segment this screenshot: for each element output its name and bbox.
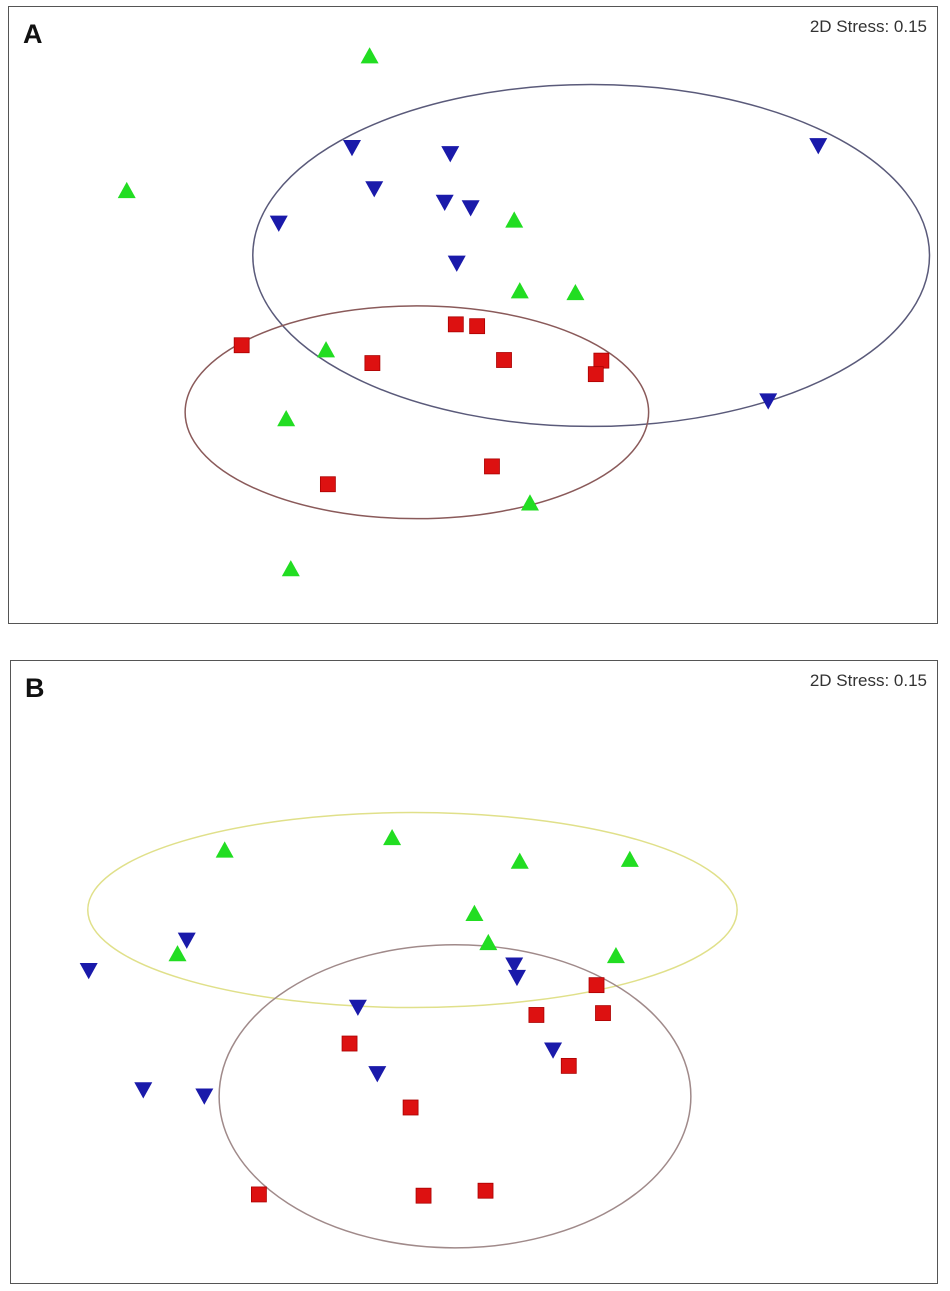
triangle-up-marker — [520, 494, 539, 511]
square-marker — [528, 1007, 545, 1023]
group-ellipse-1 — [252, 83, 931, 428]
stress-label: 2D Stress: 0.15 — [809, 671, 927, 690]
panel-label: B — [25, 673, 45, 703]
triangle-up-marker — [620, 850, 639, 867]
triangle-down-marker — [507, 969, 526, 987]
triangle-down-marker — [368, 1066, 387, 1083]
triangle-down-marker — [544, 1042, 563, 1059]
triangle-up-marker — [510, 852, 529, 869]
triangle-down-marker — [461, 200, 480, 217]
group-ellipse-1 — [87, 811, 738, 1009]
triangle-up-marker — [317, 341, 336, 358]
triangle-down-marker — [134, 1082, 153, 1099]
triangle-down-marker — [79, 963, 98, 980]
triangle-up-marker — [168, 945, 187, 962]
stress-label: 2D Stress: 0.15 — [809, 17, 927, 36]
scatter-plot-b — [79, 811, 738, 1249]
triangle-up-marker — [277, 410, 296, 427]
square-marker — [364, 355, 381, 371]
triangle-up-marker — [117, 181, 136, 199]
square-marker — [484, 458, 500, 475]
square-marker — [588, 977, 605, 994]
square-marker — [415, 1187, 432, 1204]
triangle-down-marker — [195, 1088, 214, 1105]
triangle-up-marker — [606, 946, 625, 964]
square-marker — [593, 352, 610, 369]
triangle-down-marker — [177, 932, 196, 949]
square-marker — [587, 366, 604, 383]
square-marker — [319, 476, 336, 493]
triangle-down-marker — [348, 999, 367, 1016]
triangle-down-marker — [809, 138, 828, 155]
panel-label: A — [23, 19, 43, 49]
triangle-down-marker — [435, 194, 454, 211]
triangle-up-marker — [479, 933, 498, 951]
triangle-down-marker — [269, 215, 288, 232]
triangle-up-marker — [281, 560, 300, 577]
triangle-down-marker — [759, 393, 778, 410]
triangle-up-marker — [215, 841, 234, 858]
square-marker — [595, 1005, 611, 1022]
triangle-up-marker — [383, 828, 402, 846]
square-marker — [402, 1099, 419, 1116]
square-marker — [469, 318, 486, 335]
square-marker — [496, 352, 512, 368]
triangle-down-marker — [505, 957, 524, 974]
square-marker — [250, 1186, 267, 1203]
triangle-up-marker — [360, 47, 379, 64]
triangle-down-marker — [365, 181, 384, 198]
scatter-plot-a — [117, 47, 931, 577]
triangle-down-marker — [447, 255, 466, 272]
square-marker — [477, 1182, 494, 1199]
triangle-up-marker — [566, 283, 585, 301]
triangle-down-marker — [342, 140, 361, 157]
triangle-up-marker — [510, 282, 529, 299]
triangle-up-marker — [465, 904, 484, 921]
triangle-up-marker — [505, 211, 524, 228]
group-ellipse-2 — [218, 944, 692, 1249]
group-ellipse-2 — [184, 305, 650, 520]
square-marker — [560, 1057, 577, 1074]
square-marker — [447, 316, 464, 333]
nmds-panel-a: A 2D Stress: 0.15 — [8, 6, 938, 624]
triangle-down-marker — [441, 146, 460, 163]
square-marker — [341, 1035, 358, 1052]
square-marker — [233, 337, 250, 354]
nmds-panel-b: B 2D Stress: 0.15 — [10, 660, 938, 1284]
